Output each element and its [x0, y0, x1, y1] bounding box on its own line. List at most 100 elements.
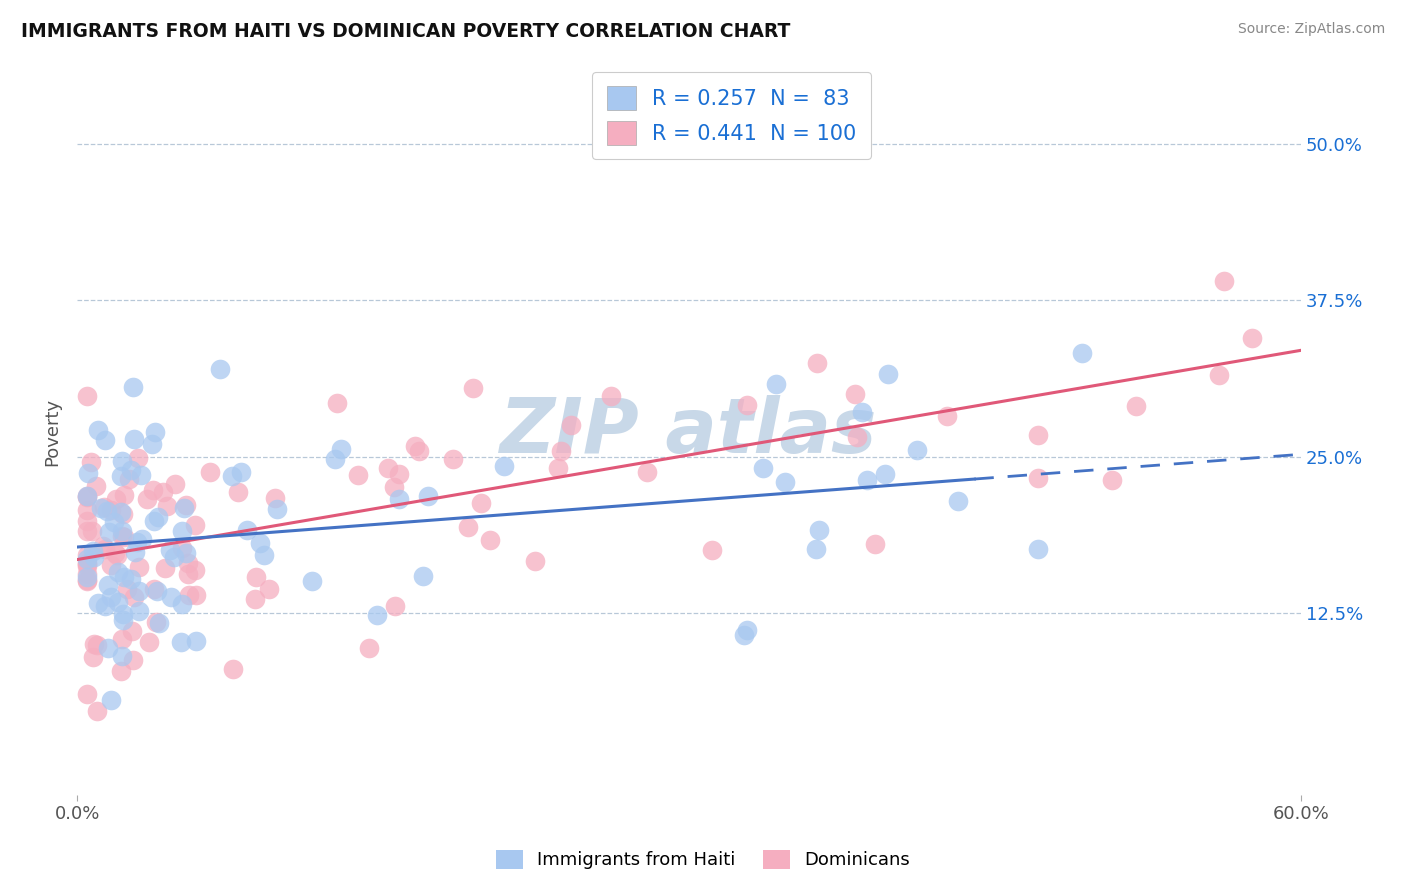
- Point: [143, 425, 166, 440]
- Point: [856, 473, 879, 487]
- Point: [148, 509, 170, 524]
- Point: [946, 494, 969, 508]
- Point: [457, 519, 479, 533]
- Point: [366, 608, 388, 623]
- Point: [347, 468, 370, 483]
- Point: [263, 491, 285, 505]
- Point: [176, 546, 198, 560]
- Point: [86, 479, 108, 493]
- Point: [110, 632, 132, 647]
- Point: [221, 468, 243, 483]
- Point: [100, 693, 122, 707]
- Point: [560, 417, 582, 432]
- Point: [111, 507, 134, 521]
- Point: [100, 591, 122, 605]
- Point: [91, 539, 114, 553]
- Point: [173, 501, 195, 516]
- Point: [110, 468, 132, 483]
- Point: [120, 463, 142, 477]
- Point: [222, 662, 245, 676]
- Point: [253, 549, 276, 563]
- Point: [76, 570, 98, 584]
- Point: [76, 558, 98, 573]
- Point: [76, 524, 98, 538]
- Point: [111, 524, 134, 538]
- Point: [128, 583, 150, 598]
- Point: [163, 549, 186, 564]
- Point: [184, 634, 207, 648]
- Point: [844, 387, 866, 401]
- Point: [935, 409, 957, 423]
- Point: [177, 556, 200, 570]
- Point: [115, 582, 138, 596]
- Point: [76, 557, 98, 571]
- Point: [76, 573, 98, 587]
- Point: [124, 590, 146, 604]
- Point: [765, 377, 787, 392]
- Point: [208, 362, 231, 376]
- Point: [851, 405, 873, 419]
- Point: [146, 583, 169, 598]
- Point: [1028, 428, 1050, 442]
- Point: [90, 501, 112, 516]
- Point: [1101, 473, 1123, 487]
- Point: [83, 550, 105, 565]
- Point: [104, 546, 127, 560]
- Point: [478, 533, 501, 547]
- Point: [226, 485, 249, 500]
- Point: [170, 634, 193, 648]
- Point: [107, 595, 129, 609]
- Point: [155, 561, 177, 575]
- Point: [266, 502, 288, 516]
- Point: [97, 524, 120, 539]
- Point: [76, 489, 98, 503]
- Point: [807, 523, 830, 537]
- Point: [865, 537, 887, 551]
- Point: [377, 461, 399, 475]
- Point: [112, 607, 135, 622]
- Point: [97, 641, 120, 656]
- Point: [83, 637, 105, 651]
- Point: [112, 570, 135, 584]
- Point: [76, 552, 98, 566]
- Point: [127, 450, 149, 465]
- Point: [120, 572, 142, 586]
- Point: [382, 480, 405, 494]
- Point: [94, 542, 117, 557]
- Point: [301, 574, 323, 588]
- Point: [170, 597, 193, 611]
- Point: [122, 432, 145, 446]
- Point: [118, 472, 141, 486]
- Point: [404, 439, 426, 453]
- Point: [87, 596, 110, 610]
- Point: [806, 356, 828, 370]
- Point: [93, 500, 115, 515]
- Point: [441, 452, 464, 467]
- Point: [412, 569, 434, 583]
- Point: [1125, 399, 1147, 413]
- Point: [735, 624, 758, 638]
- Point: [905, 443, 928, 458]
- Point: [111, 649, 134, 664]
- Point: [236, 523, 259, 537]
- Point: [76, 466, 98, 480]
- Point: [111, 528, 134, 542]
- Point: [159, 542, 181, 557]
- Point: [184, 563, 207, 577]
- Point: [80, 524, 103, 538]
- Point: [1213, 274, 1236, 288]
- Point: [110, 665, 132, 679]
- Point: [873, 467, 896, 482]
- Point: [408, 444, 430, 458]
- Point: [112, 613, 135, 627]
- Point: [470, 496, 492, 510]
- Point: [86, 638, 108, 652]
- Point: [700, 543, 723, 558]
- Point: [142, 483, 165, 498]
- Point: [547, 461, 569, 475]
- Point: [846, 430, 869, 444]
- Point: [76, 490, 98, 504]
- Point: [599, 389, 621, 403]
- Point: [82, 650, 104, 665]
- Point: [103, 515, 125, 529]
